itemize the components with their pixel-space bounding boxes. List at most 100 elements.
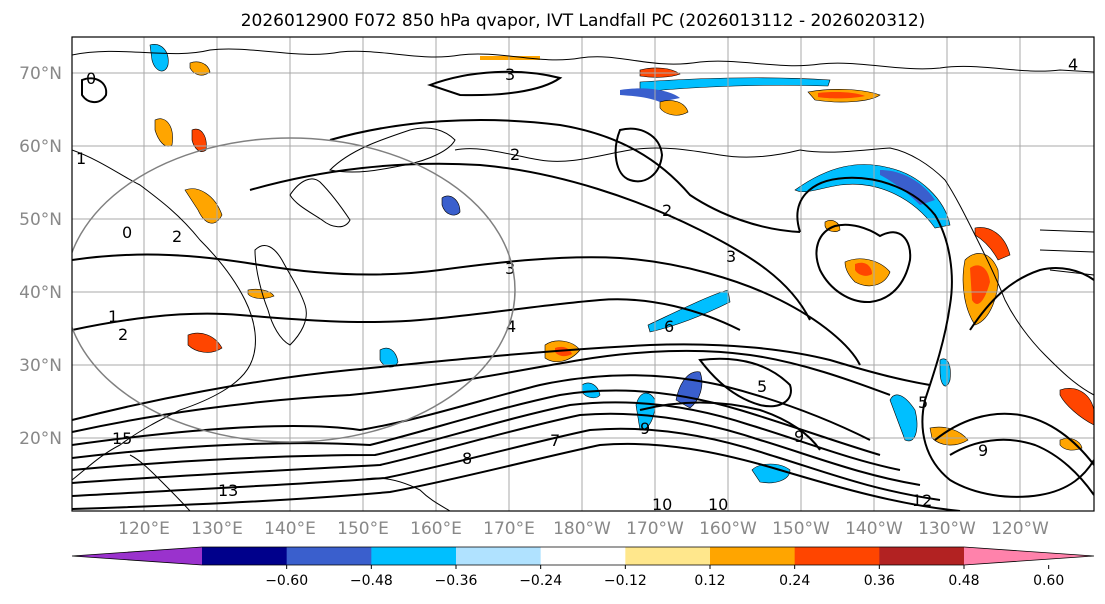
contour-line xyxy=(614,127,664,183)
latitude-labels: 70°N 60°N 50°N 40°N 30°N 20°N xyxy=(19,64,62,449)
contour-label: 5 xyxy=(757,377,767,396)
contour-label: 1 xyxy=(76,149,86,168)
contour-label: 7 xyxy=(550,431,560,450)
figure-title: 2026012900 F072 850 hPa qvapor, IVT Land… xyxy=(241,11,926,31)
contour-line xyxy=(949,438,1094,496)
colorbar-tick-label: −0.12 xyxy=(604,573,647,589)
contour-line xyxy=(72,442,961,511)
anomaly-blob xyxy=(187,332,223,353)
colorbar-tick-label: 0.48 xyxy=(948,573,979,589)
anomaly-blob xyxy=(441,195,461,216)
contour-label: 2 xyxy=(172,227,182,246)
region-circle xyxy=(72,137,516,443)
colorbar-tick-label: 0.60 xyxy=(1033,573,1064,589)
contour-label: 0 xyxy=(86,69,96,88)
contour-label: 8 xyxy=(462,449,472,468)
colorbar-ticks: −0.60 −0.48 −0.36 −0.24 −0.12 0.12 0.24 0.36 0.4… xyxy=(265,565,1064,589)
contour-label: 9 xyxy=(794,427,804,446)
lon-label: 170°W xyxy=(626,519,684,539)
contour-label: 15 xyxy=(112,429,132,448)
contour-label: 10 xyxy=(708,495,728,514)
colorbar-swatch xyxy=(625,547,711,565)
colorbar-swatch xyxy=(371,547,457,565)
contour-label: 2 xyxy=(118,325,128,344)
map-plot-area: 0 1 2 1 2 0 3 2 2 3 3 4 5 6 9 9 8 7 13 1… xyxy=(72,37,1094,514)
colorbar-swatch xyxy=(286,547,372,565)
lat-label: 20°N xyxy=(19,429,62,449)
colorbar-swatch xyxy=(540,547,626,565)
contour-line xyxy=(639,401,821,451)
anomaly-blob xyxy=(1059,388,1094,426)
contour-line xyxy=(72,343,931,421)
anomaly-blob xyxy=(379,347,399,368)
contour-label: 2 xyxy=(510,145,520,164)
anomaly-blob xyxy=(189,61,211,76)
lat-label: 30°N xyxy=(19,356,62,376)
anomaly-blob xyxy=(818,92,865,99)
lon-label: 140°E xyxy=(264,519,316,539)
anomaly-blob xyxy=(880,170,935,205)
colorbar-swatch xyxy=(794,547,880,565)
lon-label: 130°E xyxy=(191,519,243,539)
anomaly-blob xyxy=(620,88,680,102)
colorbar-swatches xyxy=(71,546,1095,566)
map-frame xyxy=(71,36,1095,512)
contour-label: 3 xyxy=(726,247,736,266)
colorbar-swatch xyxy=(202,547,288,565)
contour-line xyxy=(81,77,108,104)
colorbar-swatch xyxy=(879,547,965,565)
contour-line xyxy=(72,401,901,471)
anomaly-blob xyxy=(480,56,540,60)
lon-label: 160°W xyxy=(699,519,757,539)
contour-line xyxy=(427,70,563,97)
longitude-labels: 120°E 130°E 140°E 150°E 160°E 170°E 180°… xyxy=(118,519,1049,539)
lat-label: 50°N xyxy=(19,210,62,230)
contour-line xyxy=(969,267,1094,331)
lon-label: 130°W xyxy=(918,519,976,539)
anomaly-blob xyxy=(154,118,173,147)
contour-labels: 0 1 2 1 2 0 3 2 2 3 3 4 5 6 9 9 8 7 13 1… xyxy=(76,55,1078,514)
lon-label: 120°E xyxy=(118,519,170,539)
anomaly-blob xyxy=(639,77,831,93)
anomaly-blob xyxy=(889,394,918,442)
contour-line xyxy=(72,389,881,459)
contour-label: 4 xyxy=(506,317,516,336)
contour-label: 5 xyxy=(918,393,928,412)
contour-label: 0 xyxy=(122,223,132,242)
lat-label: 40°N xyxy=(19,283,62,303)
lon-label: 150°W xyxy=(772,519,830,539)
contour-line xyxy=(934,412,1094,466)
colorbar-outline xyxy=(71,546,1095,566)
anomaly-blob xyxy=(974,227,1011,261)
anomaly-blob xyxy=(970,265,990,304)
anomaly-blob xyxy=(659,100,689,116)
contour-label: 4 xyxy=(1068,55,1078,74)
colorbar-tick-label: −0.60 xyxy=(265,573,308,589)
colorbar-tick-label: 0.36 xyxy=(864,573,895,589)
contour-label: 9 xyxy=(640,419,650,438)
anomaly-blob xyxy=(149,44,169,72)
contour-line xyxy=(698,357,792,408)
lon-label: 150°E xyxy=(337,519,389,539)
lat-label: 60°N xyxy=(19,137,62,157)
colorbar-swatch xyxy=(456,547,542,565)
contour-label: 6 xyxy=(664,317,674,336)
contour-label: 10 xyxy=(652,495,672,514)
contour-label: 3 xyxy=(505,65,515,84)
colorbar: −0.60 −0.48 −0.36 −0.24 −0.12 0.12 0.24 0.36 0.4… xyxy=(71,546,1095,589)
contour-line xyxy=(796,176,1094,498)
contour-line xyxy=(72,253,861,366)
anomaly-blob xyxy=(929,426,969,446)
contour-label: 3 xyxy=(505,259,515,278)
colorbar-extend-max xyxy=(964,547,1094,565)
contour-line xyxy=(329,119,801,233)
lon-label: 120°W xyxy=(991,519,1049,539)
lon-label: 160°E xyxy=(410,519,462,539)
coastlines xyxy=(72,48,1094,511)
anomaly-blob xyxy=(939,358,951,387)
colorbar-tick-label: 0.24 xyxy=(779,573,810,589)
lat-label: 70°N xyxy=(19,64,62,84)
anomaly-blob xyxy=(184,188,223,224)
contour-line xyxy=(249,162,811,321)
